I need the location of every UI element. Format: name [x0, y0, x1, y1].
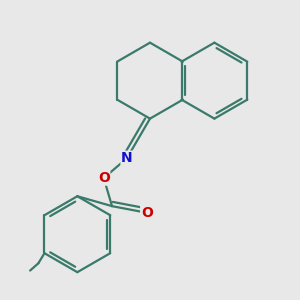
Text: O: O: [141, 206, 153, 220]
Text: O: O: [98, 171, 110, 185]
Text: N: N: [121, 151, 133, 165]
